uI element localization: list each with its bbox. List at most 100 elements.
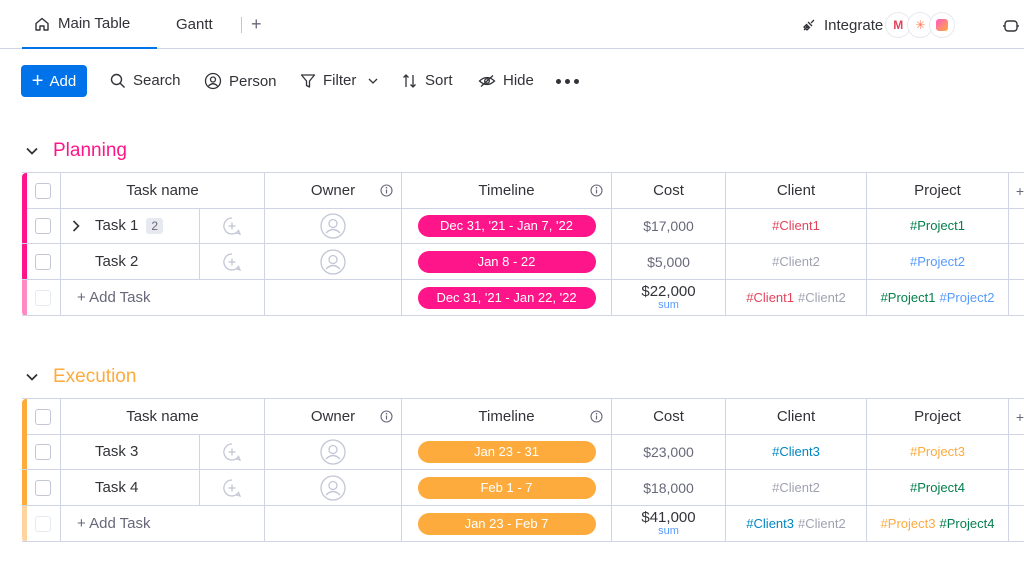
task-name-cell[interactable]: Task 3	[61, 434, 200, 470]
select-all-checkbox[interactable]	[35, 409, 51, 425]
select-all-cell[interactable]	[22, 173, 61, 209]
add-task-label[interactable]: + Add Task	[77, 289, 151, 306]
timeline-pill[interactable]: Jan 8 - 22	[417, 250, 596, 273]
timeline-pill[interactable]: Dec 31, '21 - Jan 7, '22	[417, 214, 596, 237]
column-header-timeline[interactable]: Timeline	[402, 399, 612, 435]
client-cell[interactable]: #Client2	[726, 470, 867, 506]
updates-cell[interactable]	[200, 208, 265, 244]
tab-gantt[interactable]: Gantt	[176, 16, 213, 33]
cost-cell[interactable]: $5,000	[612, 244, 726, 280]
sort-button[interactable]: Sort	[402, 72, 453, 89]
row-checkbox[interactable]	[35, 480, 51, 496]
add-item-button[interactable]: + Add	[21, 65, 87, 97]
task-name-cell[interactable]: Task 4	[61, 470, 200, 506]
person-icon	[204, 72, 222, 90]
add-task-input[interactable]: + Add Task	[61, 506, 265, 542]
timeline-cell[interactable]: Dec 31, '21 - Jan 7, '22	[402, 208, 612, 244]
owner-cell[interactable]	[265, 470, 402, 506]
cost-cell[interactable]: $23,000	[612, 434, 726, 470]
table-row[interactable]: Task 1 2 Dec 31, '21 - Jan 7, '22 $17,000 #C…	[22, 208, 1024, 244]
select-all-checkbox[interactable]	[35, 183, 51, 199]
timeline-pill[interactable]: Jan 23 - 31	[417, 440, 596, 463]
column-header-project[interactable]: Project	[867, 173, 1009, 209]
client-cell[interactable]: #Client1	[726, 208, 867, 244]
automation-robot-icon[interactable]	[1002, 18, 1020, 34]
project-cell[interactable]: #Project3	[867, 434, 1009, 470]
task-name[interactable]: Task 4	[95, 479, 139, 496]
column-header-cost[interactable]: Cost	[612, 173, 726, 209]
hide-button[interactable]: Hide	[478, 72, 534, 89]
table-row[interactable]: Task 2 Jan 8 - 22 $5,000 #Client2 #Project2	[22, 244, 1024, 280]
project-tag[interactable]: #Project2	[910, 254, 965, 269]
group-title-label[interactable]: Execution	[53, 366, 137, 387]
project-cell[interactable]: #Project1	[867, 208, 1009, 244]
project-tag[interactable]: #Project4	[910, 480, 965, 495]
owner-cell[interactable]	[265, 244, 402, 280]
column-header-timeline[interactable]: Timeline	[402, 173, 612, 209]
timeline-pill[interactable]: Feb 1 - 7	[417, 476, 596, 499]
updates-cell[interactable]	[200, 434, 265, 470]
project-cell[interactable]: #Project2	[867, 244, 1009, 280]
chevron-down-icon[interactable]	[368, 77, 378, 85]
project-tag[interactable]: #Project3	[910, 444, 965, 459]
hubspot-icon: ✳	[907, 12, 934, 38]
integrate-button[interactable]: Integrate M ✳	[800, 10, 956, 40]
owner-cell[interactable]	[265, 208, 402, 244]
updates-cell[interactable]	[200, 470, 265, 506]
owner-cell[interactable]	[265, 434, 402, 470]
select-all-cell[interactable]	[22, 399, 61, 435]
column-header-project[interactable]: Project	[867, 399, 1009, 435]
cost-cell[interactable]: $17,000	[612, 208, 726, 244]
more-options-icon[interactable]	[556, 79, 579, 84]
client-tag[interactable]: #Client2	[772, 480, 820, 495]
group-title[interactable]: Execution	[26, 366, 136, 388]
add-task-input[interactable]: + Add Task	[61, 280, 265, 316]
row-checkbox[interactable]	[35, 444, 51, 460]
row-select-cell[interactable]	[22, 208, 61, 244]
table-row[interactable]: Task 4 Feb 1 - 7 $18,000 #Client2 #Project4	[22, 470, 1024, 506]
add-column-button[interactable]: +	[1009, 173, 1024, 209]
project-cell[interactable]: #Project4	[867, 470, 1009, 506]
project-tag[interactable]: #Project1	[910, 218, 965, 233]
updates-cell[interactable]	[200, 244, 265, 280]
row-select-cell[interactable]	[22, 434, 61, 470]
search-label: Search	[133, 72, 181, 89]
task-name[interactable]: Task 2	[95, 253, 139, 270]
task-name[interactable]: Task 3	[95, 443, 139, 460]
timeline-cell[interactable]: Jan 23 - 31	[402, 434, 612, 470]
table-row[interactable]: Task 3 Jan 23 - 31 $23,000 #Client3 #Project…	[22, 434, 1024, 470]
task-name-cell[interactable]: Task 1 2	[61, 208, 200, 244]
task-name-cell[interactable]: Task 2	[61, 244, 200, 280]
column-header-cost[interactable]: Cost	[612, 399, 726, 435]
client-cell[interactable]: #Client3	[726, 434, 867, 470]
column-header-task[interactable]: Task name	[61, 173, 265, 209]
column-header-client[interactable]: Client	[726, 399, 867, 435]
column-header-owner[interactable]: Owner	[265, 399, 402, 435]
search-button[interactable]: Search	[110, 72, 181, 89]
subitems-count-badge[interactable]: 2	[146, 217, 164, 234]
group-title-label[interactable]: Planning	[53, 140, 127, 161]
client-cell[interactable]: #Client2	[726, 244, 867, 280]
task-name[interactable]: Task 1	[95, 217, 139, 234]
person-filter-button[interactable]: Person	[204, 72, 277, 90]
tab-main-table[interactable]: Main Table	[22, 0, 157, 49]
group-title[interactable]: Planning	[26, 140, 127, 162]
client-tag[interactable]: #Client3	[772, 444, 820, 459]
client-tag[interactable]: #Client1	[772, 218, 820, 233]
timeline-cell[interactable]: Feb 1 - 7	[402, 470, 612, 506]
cost-cell[interactable]: $18,000	[612, 470, 726, 506]
client-tag[interactable]: #Client2	[772, 254, 820, 269]
add-view-button[interactable]: +	[251, 14, 262, 34]
column-header-task[interactable]: Task name	[61, 399, 265, 435]
row-checkbox[interactable]	[35, 254, 51, 270]
timeline-cell[interactable]: Jan 8 - 22	[402, 244, 612, 280]
filter-button[interactable]: Filter	[300, 72, 385, 89]
column-header-client[interactable]: Client	[726, 173, 867, 209]
add-column-button[interactable]: +	[1009, 399, 1024, 435]
timeline-summary-pill: Jan 23 - Feb 7	[417, 512, 596, 535]
row-select-cell[interactable]	[22, 470, 61, 506]
add-task-label[interactable]: + Add Task	[77, 515, 151, 532]
column-header-owner[interactable]: Owner	[265, 173, 402, 209]
row-select-cell[interactable]	[22, 244, 61, 280]
row-checkbox[interactable]	[35, 218, 51, 234]
